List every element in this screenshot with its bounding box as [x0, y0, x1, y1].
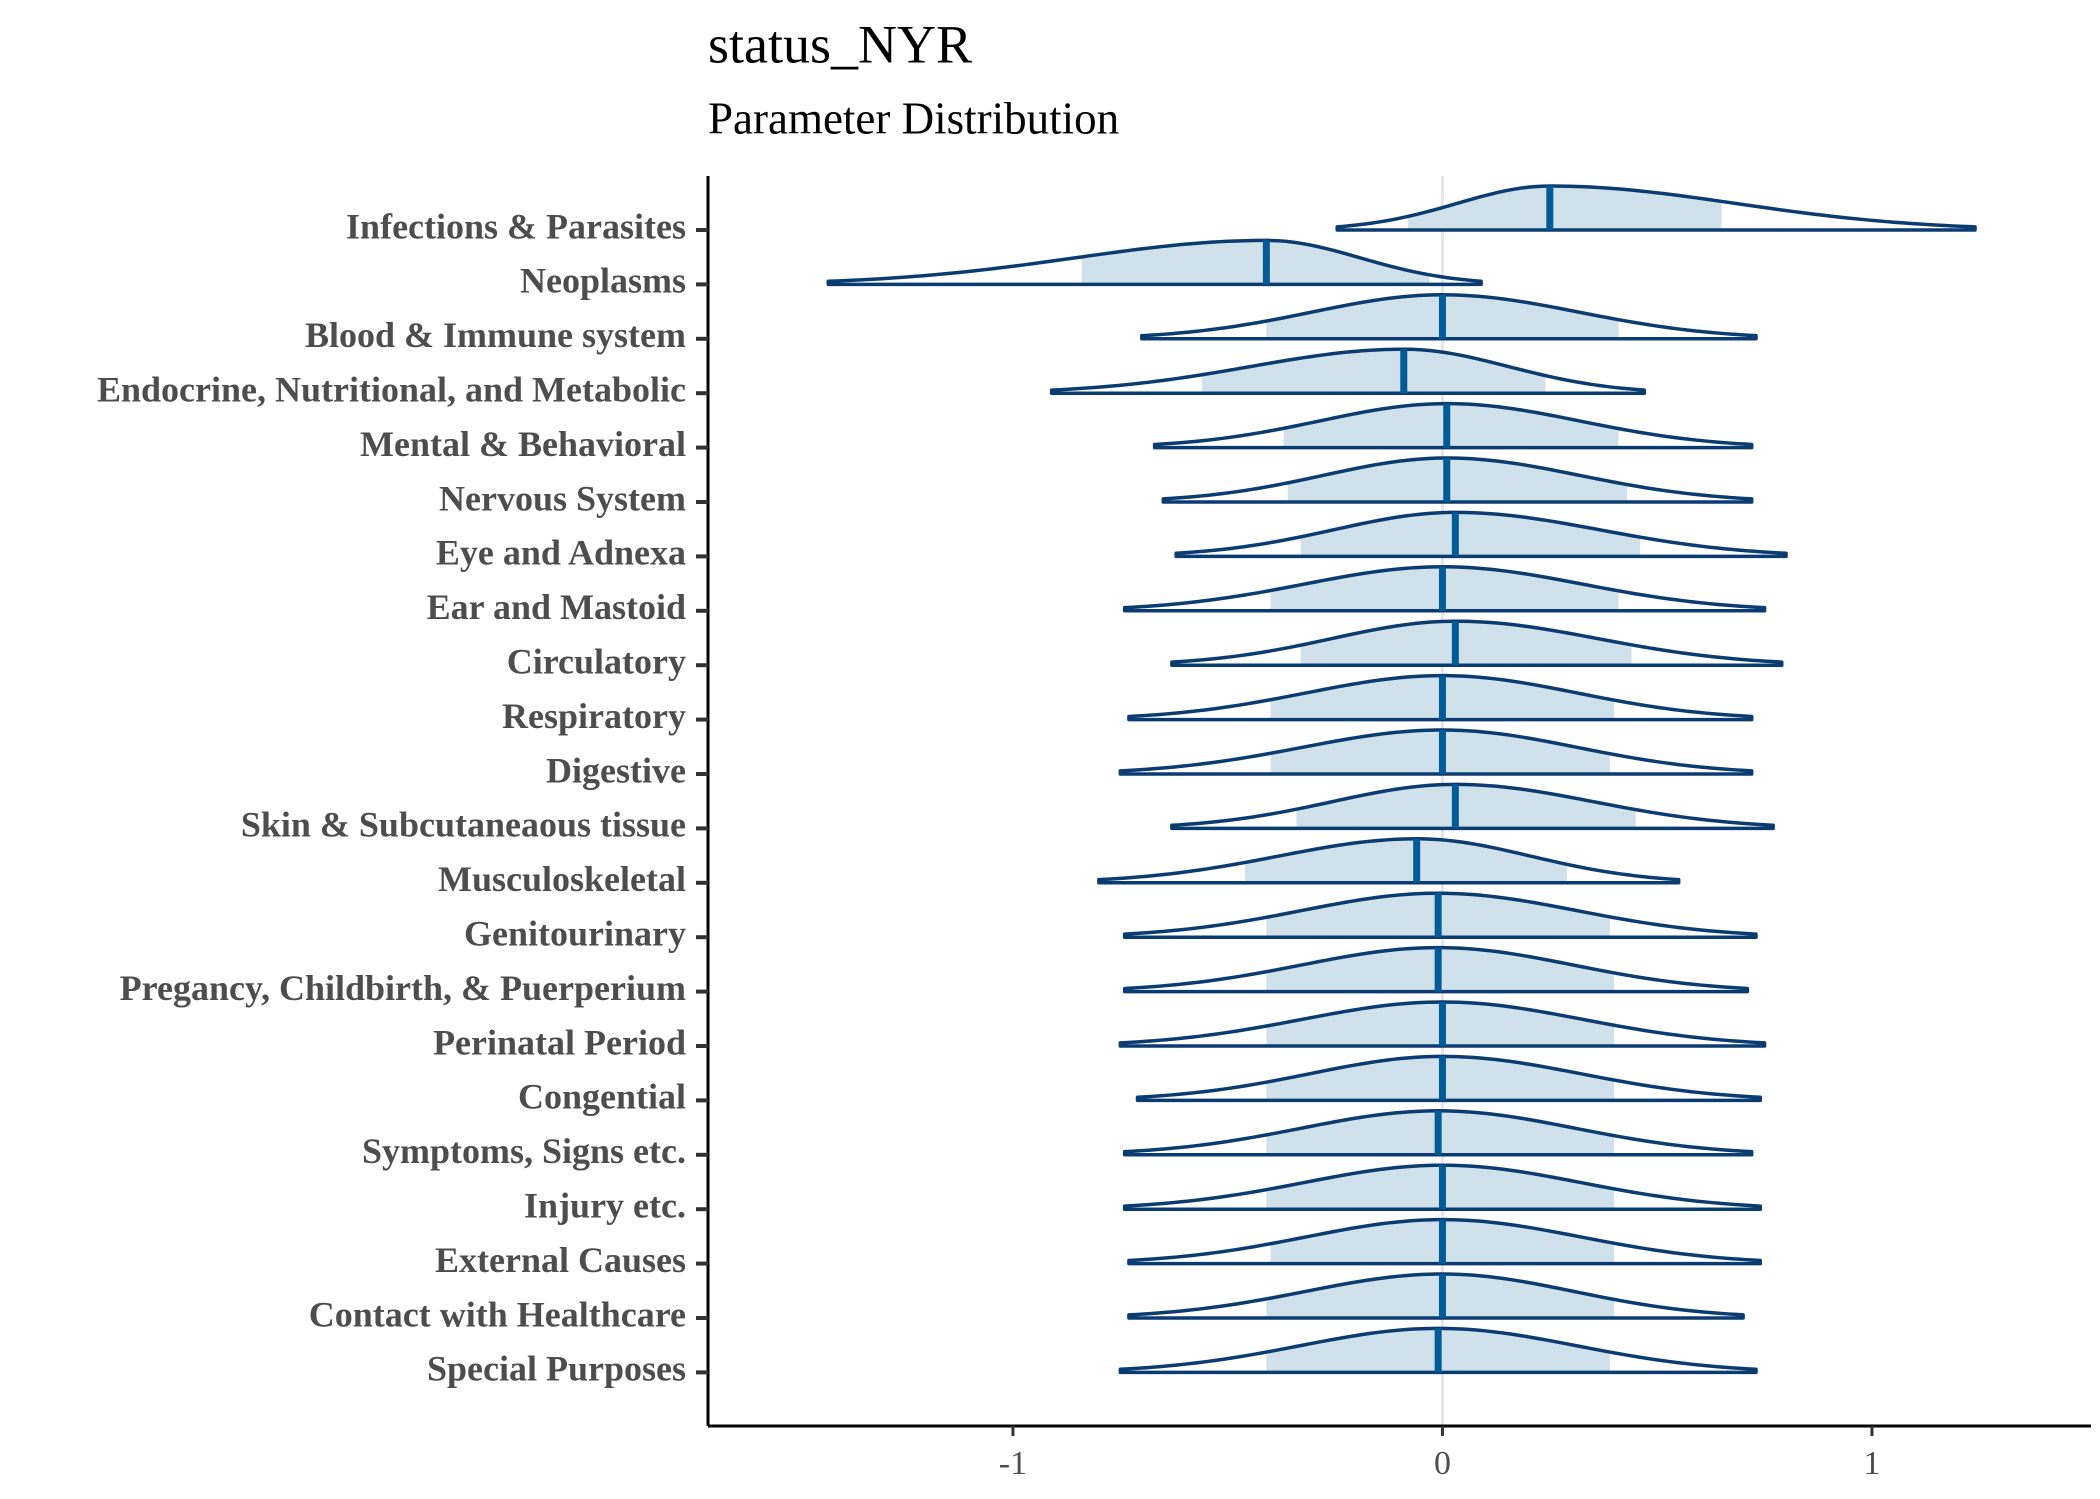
y-tick-label: Congential: [518, 1077, 686, 1117]
y-tick-label: Perinatal Period: [433, 1022, 686, 1062]
y-tick-label: Ear and Mastoid: [427, 587, 686, 627]
inner-interval: [1287, 458, 1628, 502]
inner-interval: [1300, 621, 1632, 666]
chart-subtitle: Parameter Distribution: [708, 93, 1119, 143]
density-outline: [1170, 619, 1784, 667]
density-outline: [1049, 347, 1647, 395]
density-outline: [1335, 184, 1977, 232]
inner-interval: [1408, 186, 1722, 230]
density-outline: [1118, 1326, 1758, 1375]
x-tick-label: 1: [1863, 1445, 1880, 1482]
y-tick-label: Mental & Behavioral: [360, 424, 686, 464]
inner-interval: [1201, 349, 1546, 394]
y-tick-label: Circulatory: [507, 641, 686, 681]
density-outline: [1152, 401, 1754, 450]
y-tick-label: Neoplasms: [520, 261, 686, 301]
density-outline: [1118, 1000, 1767, 1048]
inner-interval: [1300, 512, 1641, 557]
y-tick-label: Nervous System: [439, 478, 686, 518]
inner-interval: [1283, 403, 1619, 448]
density-outline: [1170, 782, 1775, 831]
y-tick-label: Infections & Parasites: [346, 206, 686, 246]
density-outline: [1135, 1054, 1763, 1103]
y-tick-label: External Causes: [435, 1240, 686, 1280]
chart-title: status_NYR: [708, 14, 972, 74]
y-tick-label: Special Purposes: [427, 1349, 686, 1389]
density-outline: [1127, 1217, 1763, 1266]
density-outline: [1174, 510, 1788, 559]
y-tick-label: Endocrine, Nutritional, and Metabolic: [97, 369, 686, 409]
inner-interval: [1081, 240, 1430, 285]
y-tick-label: Symptoms, Signs etc.: [362, 1131, 686, 1171]
density-outline: [1140, 293, 1758, 341]
inner-interval: [1244, 838, 1568, 883]
density-outline: [1122, 1109, 1754, 1157]
y-tick-label: Respiratory: [502, 696, 686, 736]
y-tick-label: Skin & Subcutaneaous tissue: [241, 805, 686, 845]
x-tick-label: 0: [1434, 1445, 1451, 1482]
density-outline: [1122, 891, 1758, 939]
density-outline: [826, 238, 1483, 287]
density-outline: [1097, 837, 1681, 885]
inner-interval: [1296, 784, 1636, 829]
y-tick-label: Digestive: [546, 750, 686, 790]
y-tick-label: Genitourinary: [464, 913, 686, 953]
density-outline: [1161, 456, 1754, 504]
y-tick-label: Musculoskeletal: [438, 859, 686, 899]
density-outline: [1122, 1163, 1763, 1211]
y-tick-label: Injury etc.: [524, 1185, 686, 1225]
y-tick-label: Blood & Immune system: [305, 315, 686, 355]
y-tick-label: Eye and Adnexa: [436, 533, 686, 573]
y-tick-label: Contact with Healthcare: [309, 1294, 686, 1334]
x-tick-label: -1: [999, 1445, 1027, 1482]
y-tick-label: Pregancy, Childbirth, & Puerperium: [120, 968, 686, 1008]
density-outline: [1122, 565, 1767, 613]
